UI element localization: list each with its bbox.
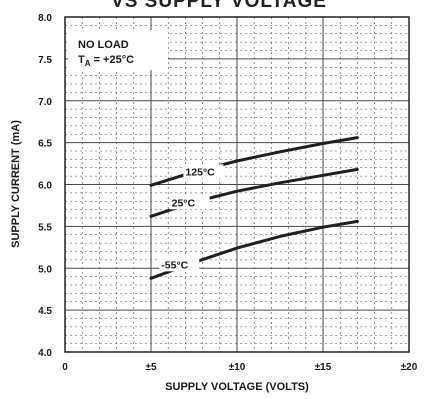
y-tick-label: 5.0: [38, 264, 52, 275]
chart-title: VS SUPPLY VOLTAGE: [111, 0, 327, 12]
series: 125°C 25°C -55°C: [149, 136, 359, 280]
series-label: 25°C: [172, 197, 196, 209]
annotation-line-1: NO LOAD: [78, 39, 129, 51]
series-label-background: [169, 195, 210, 210]
x-tick-label: ±5: [145, 362, 156, 373]
grid: [65, 17, 409, 352]
series-label: 125°C: [185, 166, 215, 178]
y-tick-label: 4.5: [38, 306, 52, 317]
y-tick-label: 5.5: [38, 222, 52, 233]
y-tick-label: 7.5: [38, 55, 52, 66]
y-tick-label: 6.0: [38, 181, 52, 192]
x-tick-label: ±20: [401, 362, 418, 373]
x-axis-label: SUPPLY VOLTAGE (VOLTS): [165, 381, 309, 393]
y-tick-label: 7.0: [38, 97, 52, 108]
y-axis-label: SUPPLY CURRENT (mA): [10, 120, 22, 248]
annotation-line-2: TA = +25°C: [78, 54, 134, 68]
plot-frame: [64, 16, 410, 353]
series-label-background: [183, 164, 224, 179]
x-tick-label: ±15: [315, 362, 332, 373]
annotation-background: [68, 30, 168, 70]
y-tick-label: 8.0: [38, 13, 52, 24]
series-label-background: [159, 257, 200, 272]
x-tick-label: ±10: [229, 362, 246, 373]
y-tick-label: 6.5: [38, 139, 52, 150]
series-label: -55°C: [161, 259, 188, 271]
y-tick-label: 4.0: [38, 348, 52, 359]
x-tick-label: 0: [62, 362, 68, 373]
axis-ticks: 4.0 4.5 5.0 5.5 6.0 6.5 7.0 7.5 8.0 0 ±5 ±10 ±15 ±20: [38, 13, 418, 373]
